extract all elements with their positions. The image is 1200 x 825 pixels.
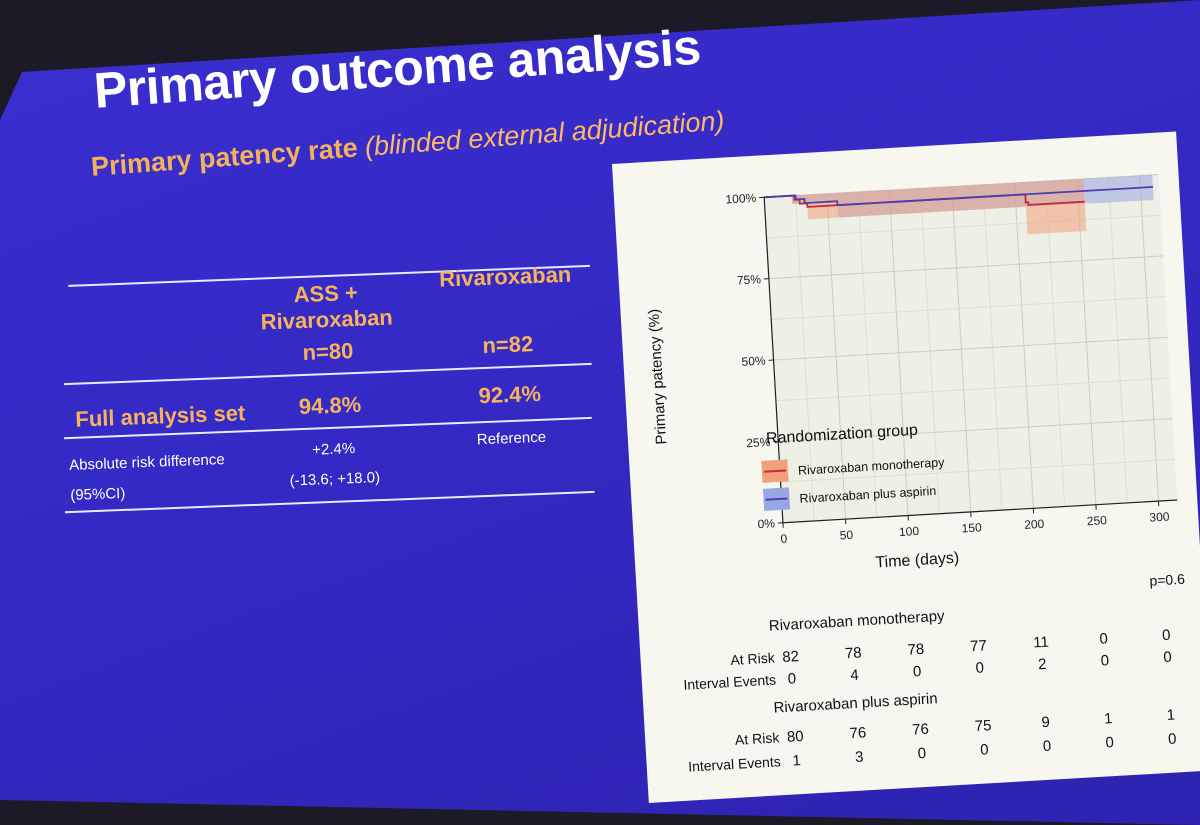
risk-mono-events-value: 0 (1100, 652, 1110, 670)
grid-hline (778, 418, 1173, 442)
risk-aspirin-atrisk-value: 9 (1040, 713, 1051, 732)
y-tick-label: 25% (746, 435, 771, 450)
col2-header: Rivaroxaban (438, 261, 572, 292)
risk-aspirin-events-value: 0 (1104, 734, 1115, 752)
risk-aspirin-atrisk-value: 76 (911, 720, 930, 739)
row-full-col1: 94.8% (298, 391, 362, 420)
y-tick-label: 0% (757, 516, 775, 531)
x-axis-title: Time (days) (875, 550, 960, 572)
p-value: p=0.6 (1149, 571, 1185, 589)
risk-mono-events-value: 0 (912, 663, 922, 681)
x-tick-label: 150 (961, 520, 982, 535)
risk-aspirin-events-value: 0 (979, 741, 990, 759)
risk-aspirin-events-value: 3 (854, 748, 864, 766)
survival-curves (764, 186, 1154, 208)
risk-mono-atrisk-value: 78 (907, 640, 925, 659)
row-full-label: Full analysis set (74, 400, 246, 432)
km-chart: 0 50 100 150 200 250 300 0% 25% 50% 75% 100% Time (… (645, 174, 1185, 589)
col1-n: n=80 (302, 338, 354, 365)
risk-aspirin-atrisk-value: 76 (849, 724, 867, 743)
risk-mono-events-value: 2 (1037, 655, 1047, 674)
x-tick-label: 200 (1024, 517, 1045, 532)
col2-n: n=82 (481, 331, 534, 359)
legend-swatch-aspirin-line (765, 497, 788, 501)
risk-mono-atrisk-value: 0 (1098, 630, 1109, 648)
y-tick-label: 100% (725, 191, 757, 207)
risk-mono-atrisk-value: 11 (1032, 633, 1050, 652)
grid-hline (768, 255, 1164, 280)
axis-ticks: 0 50 100 150 200 250 300 0% 25% 50% 75% 100% (725, 191, 1170, 546)
km-chart-panel: 0 50 100 150 200 250 300 0% 25% 50% 75% 100% Time (… (612, 131, 1200, 803)
x-axis-line (782, 499, 1178, 524)
row-ard-label: Absolute risk difference (68, 451, 225, 475)
risk-aspirin-atrisk-value: 80 (786, 727, 805, 746)
x-tick-label: 250 (1086, 513, 1107, 528)
risk-aspirin-atrisk-value: 75 (974, 717, 992, 736)
table-bottom-rule (64, 490, 595, 514)
row-ard-ci-label: (95%CI) (69, 484, 126, 504)
y-tick-label: 50% (741, 353, 766, 368)
x-tick-label: 50 (839, 528, 853, 543)
grid-hline (766, 214, 1161, 239)
row-full-col2: 92.4% (478, 380, 542, 409)
risk-mono-atrisk-value: 82 (781, 648, 800, 666)
risk-mono-atrisk-value: 77 (969, 637, 988, 656)
legend-swatch-mono-line (763, 469, 786, 473)
grid-hline (775, 377, 1171, 402)
grid-hline (771, 296, 1166, 320)
x-tick-label: 300 (1149, 509, 1170, 524)
risk-mono-events-value: 0 (1162, 648, 1173, 667)
grid-hline (780, 458, 1175, 483)
risk-aspirin-atrisk-value: 1 (1103, 710, 1113, 728)
x-tick-label: 0 (780, 532, 788, 546)
x-tick-label: 100 (899, 524, 920, 539)
risk-aspirin-events-value: 0 (1167, 730, 1177, 748)
y-axis-title: Primary patency (%) (645, 308, 670, 445)
risk-mono-events-value: 4 (849, 666, 860, 685)
risk-aspirin-atrisk-value: 1 (1166, 706, 1176, 724)
risk-aspirin-events-value: 0 (917, 744, 927, 763)
risk-mono-events-value: 0 (975, 659, 985, 677)
y-tick-label: 75% (736, 272, 761, 287)
row-ard-col1-ci: (-13.6; +18.0) (289, 469, 381, 490)
row-ard-col2: Reference (476, 428, 547, 449)
col1-header-line2: Rivaroxaban (260, 304, 394, 335)
km-curve-aspirin (764, 186, 1154, 207)
results-table: ASS + Rivaroxaban n=80 Rivaroxaban n=82 … (0, 0, 632, 601)
risk-mono-atrisk-value: 78 (844, 644, 863, 663)
row-ard-col1: +2.4% (311, 440, 356, 459)
grid-hline (773, 336, 1168, 361)
risk-mono-atrisk-value: 0 (1161, 626, 1171, 645)
risk-mono-events-value: 0 (787, 670, 797, 688)
risk-aspirin-events-value: 1 (792, 752, 802, 770)
risk-aspirin-events-value: 0 (1042, 737, 1052, 756)
